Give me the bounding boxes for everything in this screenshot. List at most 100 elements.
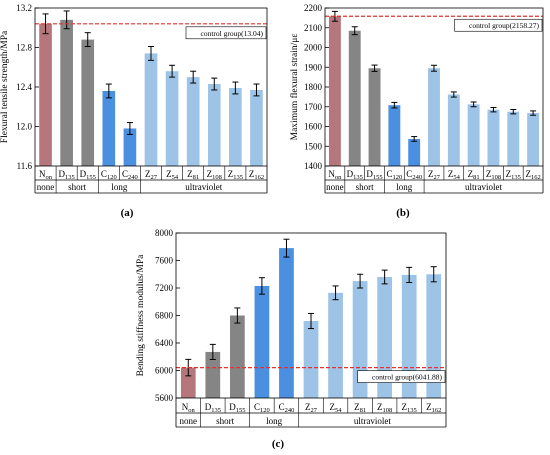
group-label: short bbox=[68, 182, 86, 192]
bar bbox=[60, 19, 73, 166]
category-label: Non bbox=[328, 169, 342, 181]
bar bbox=[123, 128, 137, 166]
y-axis-title: Flexural tensile strength/MPa bbox=[0, 30, 10, 143]
bar bbox=[428, 68, 440, 166]
y-tick-label: 1500 bbox=[304, 141, 323, 151]
y-tick-label: 2000 bbox=[304, 43, 323, 53]
y-tick-label: 7600 bbox=[155, 256, 174, 266]
category-label: Z108 bbox=[486, 169, 501, 181]
bar bbox=[368, 68, 381, 166]
bar bbox=[352, 281, 368, 398]
error-bar bbox=[450, 91, 457, 98]
category-label: Z162 bbox=[249, 169, 264, 181]
error-bar bbox=[490, 107, 497, 113]
category-label: Non bbox=[182, 402, 196, 414]
error-bar bbox=[148, 46, 154, 61]
y-tick-label: 6400 bbox=[155, 338, 174, 348]
reference-label: control group(13.04) bbox=[201, 29, 264, 38]
category-label: D135 bbox=[347, 169, 363, 181]
bar bbox=[527, 113, 540, 166]
panel-label-b: (b) bbox=[396, 207, 410, 219]
category-label: Z27 bbox=[428, 169, 441, 181]
group-label: none bbox=[326, 182, 344, 192]
category-label: Z108 bbox=[377, 402, 392, 414]
error-bar bbox=[510, 109, 517, 115]
error-bar bbox=[63, 10, 70, 30]
bar bbox=[102, 90, 116, 166]
category-label: D135 bbox=[205, 402, 221, 414]
error-bar bbox=[308, 312, 314, 330]
category-label: Z27 bbox=[305, 402, 318, 414]
group-label: long bbox=[266, 416, 283, 426]
error-bar bbox=[234, 307, 241, 324]
reference-label-box bbox=[454, 18, 543, 32]
bar bbox=[328, 16, 341, 167]
error-bar bbox=[371, 64, 378, 72]
bar bbox=[180, 367, 196, 398]
y-tick-label: 1400 bbox=[304, 161, 323, 171]
category-label: D155 bbox=[80, 169, 96, 181]
category-label: C240 bbox=[279, 402, 295, 414]
bar bbox=[447, 94, 460, 166]
bar bbox=[250, 89, 263, 166]
bar bbox=[254, 285, 270, 398]
category-label: Z54 bbox=[330, 402, 343, 414]
category-label: C120 bbox=[254, 402, 270, 414]
category-label: D135 bbox=[59, 169, 75, 181]
chart-c: control group(6041.88) 5600 6000 6400 6800 72… bbox=[135, 228, 447, 428]
y-tick-label: 6000 bbox=[155, 366, 174, 376]
bar bbox=[348, 30, 361, 167]
reference-label-box bbox=[185, 26, 267, 40]
category-label: C120 bbox=[101, 169, 117, 181]
reference-label: control group(6041.88) bbox=[372, 373, 442, 382]
error-bar bbox=[530, 110, 537, 116]
error-bar bbox=[431, 64, 437, 72]
error-bar bbox=[430, 266, 437, 283]
y-tick-label: 6800 bbox=[155, 311, 174, 321]
bar bbox=[230, 315, 245, 398]
category-label: D155 bbox=[229, 402, 245, 414]
category-label: C240 bbox=[122, 169, 138, 181]
group-label: ultraviolet bbox=[354, 416, 391, 426]
bar bbox=[81, 39, 95, 166]
group-label: long bbox=[396, 182, 413, 192]
category-label: Non bbox=[39, 169, 53, 181]
reference-label: control group(2158.27) bbox=[469, 21, 539, 30]
y-tick-label: 1600 bbox=[304, 122, 323, 132]
y-tick-label: 1700 bbox=[304, 102, 323, 112]
error-bar bbox=[84, 32, 91, 48]
bar bbox=[467, 104, 480, 166]
error-bar bbox=[42, 13, 49, 35]
error-bar bbox=[211, 77, 218, 91]
category-label: Z81 bbox=[187, 169, 199, 181]
category-label: C240 bbox=[406, 169, 422, 181]
bar bbox=[303, 321, 319, 398]
y-tick-label: 13.2 bbox=[16, 3, 32, 13]
bar bbox=[388, 105, 401, 166]
y-tick-label: 2200 bbox=[304, 3, 323, 13]
category-label: Z81 bbox=[354, 402, 366, 414]
y-tick-label: 5600 bbox=[155, 393, 174, 403]
category-label: Z108 bbox=[207, 169, 222, 181]
bar bbox=[39, 23, 52, 166]
group-label: long bbox=[111, 182, 128, 192]
y-tick-label: 12.8 bbox=[16, 43, 32, 53]
error-bar bbox=[258, 277, 265, 295]
category-label: Z135 bbox=[506, 169, 521, 181]
category-label: Z27 bbox=[145, 169, 158, 181]
error-bar bbox=[105, 83, 112, 99]
y-tick-label: 1900 bbox=[304, 62, 323, 72]
bar bbox=[165, 71, 179, 166]
group-label: none bbox=[180, 416, 198, 426]
category-label: Z162 bbox=[426, 402, 441, 414]
error-bar bbox=[381, 269, 388, 285]
y-tick-label: 2100 bbox=[304, 23, 323, 33]
bar bbox=[408, 138, 421, 166]
bar bbox=[487, 109, 500, 166]
category-label: C120 bbox=[386, 169, 402, 181]
panel-label-c: (c) bbox=[272, 438, 285, 450]
bar bbox=[328, 292, 343, 398]
bar bbox=[229, 87, 242, 166]
error-bar bbox=[209, 343, 216, 360]
